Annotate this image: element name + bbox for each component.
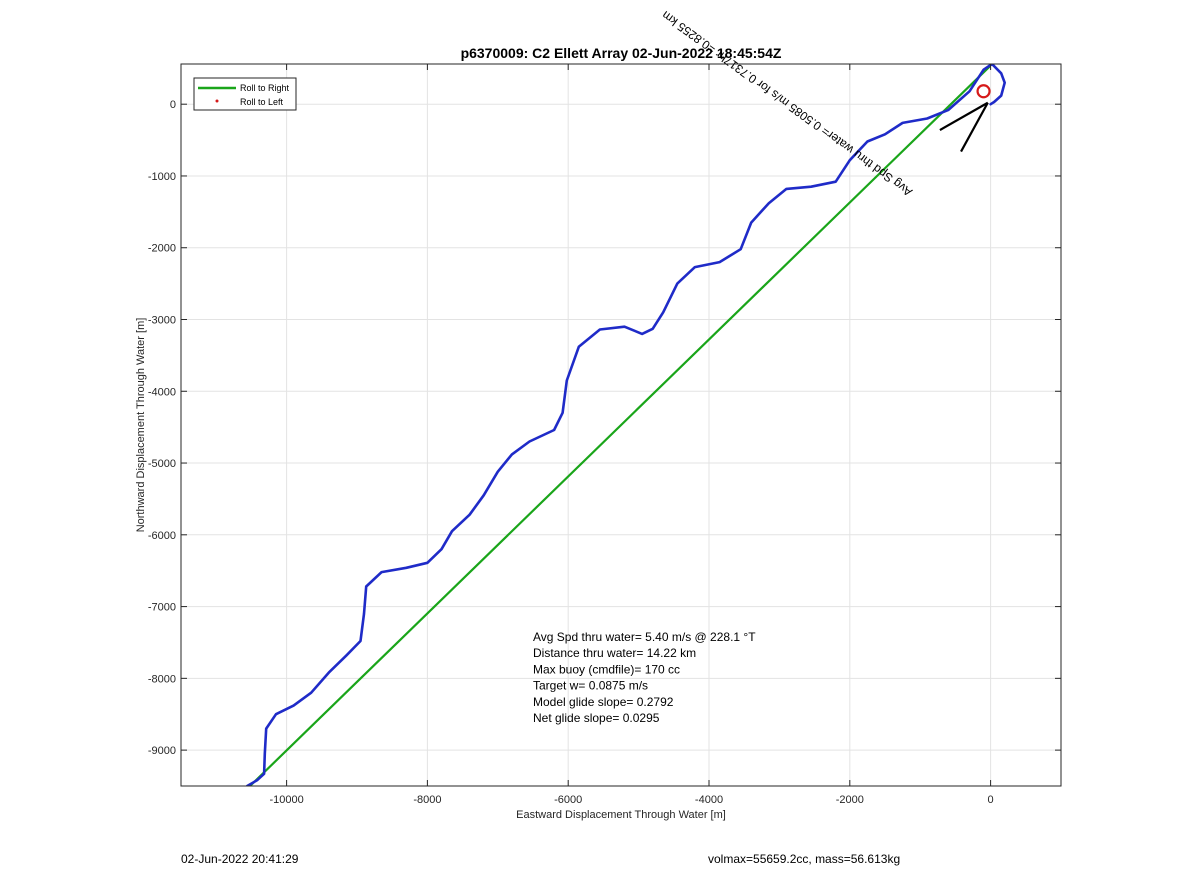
y-tick-label: 0 (170, 99, 176, 111)
stats-line: Distance thru water= 14.22 km (533, 646, 696, 660)
x-axis-label: Eastward Displacement Through Water [m] (516, 809, 726, 821)
x-tick-label: -8000 (413, 794, 441, 806)
stats-line: Net glide slope= 0.0295 (533, 711, 660, 725)
x-tick-label: -6000 (554, 794, 582, 806)
y-tick-label: -5000 (148, 458, 176, 470)
x-tick-label: 0 (988, 794, 994, 806)
y-tick-label: -2000 (148, 243, 176, 255)
chart-title: p6370009: C2 Ellett Array 02-Jun-2022 18… (461, 45, 782, 61)
x-tick-label: -10000 (269, 794, 303, 806)
surfacing-circle-marker (976, 84, 991, 99)
x-tick-label: -4000 (695, 794, 723, 806)
axes-box (180, 63, 1062, 787)
y-tick-label: -3000 (148, 314, 176, 326)
x-tick-label: -2000 (836, 794, 864, 806)
current-vector-line (960, 102, 989, 153)
stats-line: Avg Spd thru water= 5.40 m/s @ 228.1 °T (533, 630, 756, 644)
legend-roll-left-label: Roll to Left (240, 97, 284, 107)
y-axis-label: Northward Displacement Through Water [m] (135, 318, 147, 533)
footer-timestamp: 02-Jun-2022 20:41:29 (181, 852, 299, 866)
y-tick-label: -8000 (148, 673, 176, 685)
y-tick-label: -4000 (148, 386, 176, 398)
data-layer (245, 64, 1007, 786)
roll-right-line (248, 65, 991, 786)
legend-roll-left-swatch (215, 99, 219, 103)
y-tick-label: -7000 (148, 602, 176, 614)
glider-track-line (245, 64, 1007, 786)
current-vector-line (939, 101, 989, 131)
stats-line: Max buoy (cmdfile)= 170 cc (533, 662, 680, 676)
legend-box (193, 77, 297, 111)
legend: Roll to Right Roll to Left (193, 77, 297, 111)
footer-ballast-info: volmax=55659.2cc, mass=56.613kg (708, 852, 901, 866)
stats-line: Target w= 0.0875 m/s (533, 679, 648, 693)
legend-roll-right-label: Roll to Right (240, 83, 290, 93)
y-tick-label: -9000 (148, 745, 176, 757)
y-tick-label: -6000 (148, 530, 176, 542)
stats-line: Model glide slope= 0.2792 (533, 695, 674, 709)
y-tick-label: -1000 (148, 171, 176, 183)
